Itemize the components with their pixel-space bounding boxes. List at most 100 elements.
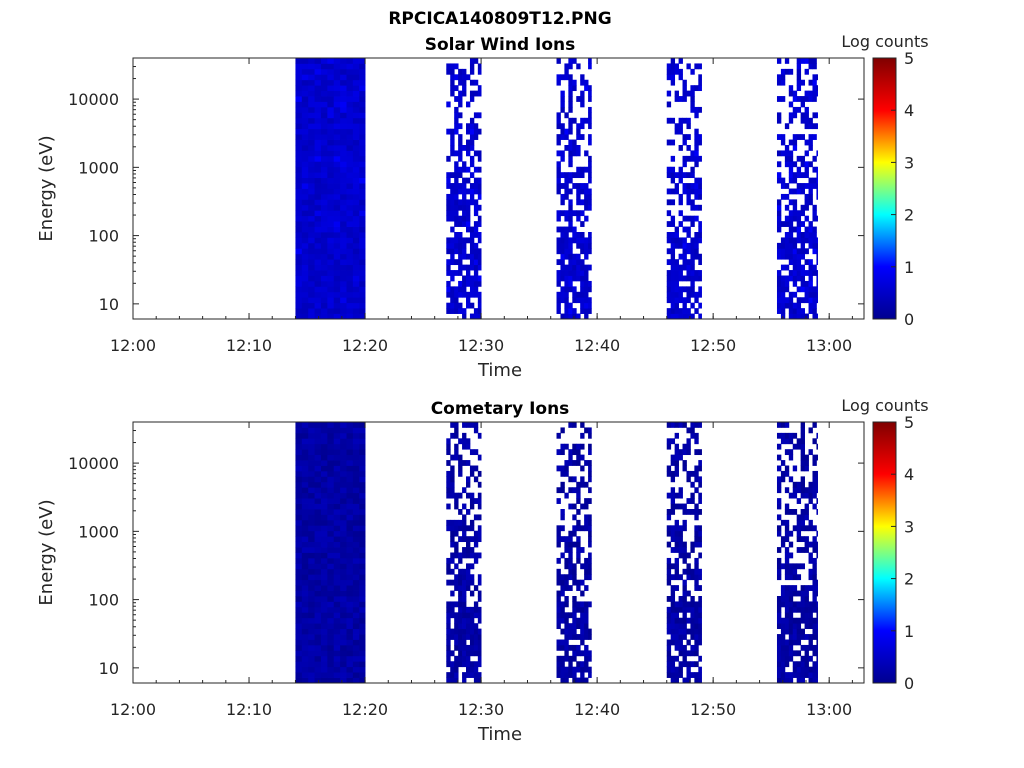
heatmap-cell	[454, 123, 459, 130]
heatmap-cell	[812, 215, 817, 222]
heatmap-cell	[674, 563, 679, 570]
heatmap-cell	[333, 460, 341, 466]
heatmap-cell	[694, 465, 699, 472]
heatmap-cell	[576, 134, 581, 140]
heatmap-cell	[301, 509, 309, 515]
heatmap-cell	[320, 568, 328, 575]
heatmap-cell	[359, 601, 366, 608]
heatmap-cell	[800, 666, 805, 673]
heatmap-cell	[466, 275, 471, 282]
heatmap-cell	[560, 101, 565, 108]
heatmap-cell	[308, 536, 315, 543]
heatmap-cell	[458, 253, 463, 260]
heatmap-cell	[584, 460, 589, 466]
heatmap-cell	[314, 199, 322, 206]
heatmap-cell	[792, 568, 798, 575]
heatmap-cell	[466, 204, 471, 211]
heatmap-cell	[682, 590, 687, 597]
heatmap-cell	[446, 183, 451, 189]
heatmap-cell	[454, 449, 459, 456]
heatmap-cell	[333, 259, 341, 266]
heatmap-cell	[784, 58, 790, 64]
heatmap-cell	[674, 302, 679, 309]
heatmap-cell	[698, 188, 702, 195]
heatmap-cell	[690, 672, 695, 678]
heatmap-cell	[327, 128, 335, 135]
heatmap-cell	[686, 232, 691, 238]
heatmap-cell	[462, 634, 467, 640]
heatmap-cell	[314, 498, 322, 504]
heatmap-cell	[678, 210, 683, 217]
heatmap-cell	[804, 634, 809, 640]
heatmap-cell	[295, 101, 303, 108]
heatmap-cell	[346, 454, 354, 461]
heatmap-cell	[812, 302, 817, 309]
heatmap-cell	[333, 58, 341, 64]
heatmap-cell	[686, 242, 691, 249]
heatmap-cell	[295, 90, 303, 97]
heatmap-cell	[346, 150, 354, 157]
heatmap-cell	[469, 134, 475, 140]
heatmap-cell	[308, 134, 315, 140]
heatmap-cell	[327, 297, 335, 304]
heatmap-cell	[450, 552, 455, 559]
heatmap-cell	[568, 628, 573, 635]
heatmap-cell	[320, 503, 328, 510]
heatmap-cell	[780, 655, 786, 662]
heatmap-cell	[333, 237, 341, 244]
heatmap-cell	[816, 313, 818, 320]
heatmap-cell	[694, 476, 699, 483]
heatmap-cell	[340, 623, 347, 630]
heatmap-cell	[788, 253, 794, 260]
heatmap-cell	[678, 253, 683, 260]
heatmap-cell	[682, 655, 687, 662]
heatmap-cell	[678, 530, 683, 537]
heatmap-cell	[792, 145, 798, 151]
heatmap-cell	[588, 672, 592, 678]
heatmap-cell	[466, 297, 471, 304]
heatmap-cell	[352, 204, 360, 211]
heatmap-cell	[780, 536, 786, 543]
heatmap-cell	[301, 634, 309, 640]
heatmap-cell	[588, 106, 592, 113]
heatmap-cell	[458, 617, 463, 624]
heatmap-cell	[346, 650, 354, 657]
heatmap-cell	[694, 536, 699, 543]
heatmap-cell	[469, 63, 475, 70]
panels: 12:00 12:10 12:20 12:30 12:40 12:50 13:0010100…	[36, 32, 929, 745]
heatmap-cell	[776, 514, 782, 521]
heatmap-cell	[588, 112, 592, 119]
heatmap-cell	[560, 536, 565, 543]
heatmap-cell	[462, 606, 467, 613]
heatmap-cell	[686, 275, 691, 282]
heatmap-cell	[308, 112, 315, 119]
heatmap-cell	[682, 275, 687, 282]
heatmap-cell	[678, 313, 683, 320]
heatmap-cell	[320, 547, 328, 553]
heatmap-cell	[784, 204, 790, 211]
heatmap-cell	[359, 280, 366, 287]
heatmap-cell	[314, 177, 322, 184]
heatmap-cell	[340, 601, 347, 608]
heatmap-cell	[462, 519, 467, 526]
heatmap-cell	[682, 579, 687, 586]
heatmap-cell	[588, 536, 592, 543]
heatmap-cell	[776, 226, 782, 233]
heatmap-cell	[340, 204, 347, 211]
heatmap-cell	[454, 117, 459, 124]
heatmap-cell	[780, 672, 786, 678]
heatmap-cell	[694, 487, 699, 494]
heatmap-cell	[816, 280, 818, 287]
heatmap-cell	[580, 525, 585, 532]
heatmap-cell	[473, 232, 479, 238]
heatmap-cell	[314, 650, 322, 657]
heatmap-cell	[308, 248, 315, 255]
heatmap-cell	[674, 612, 679, 619]
heatmap-cell	[804, 601, 809, 608]
heatmap-cell	[808, 644, 813, 651]
heatmap-cell	[473, 134, 479, 140]
heatmap-cell	[682, 644, 687, 651]
heatmap-cell	[340, 308, 347, 314]
heatmap-cell	[352, 308, 360, 314]
heatmap-cell	[308, 427, 315, 434]
